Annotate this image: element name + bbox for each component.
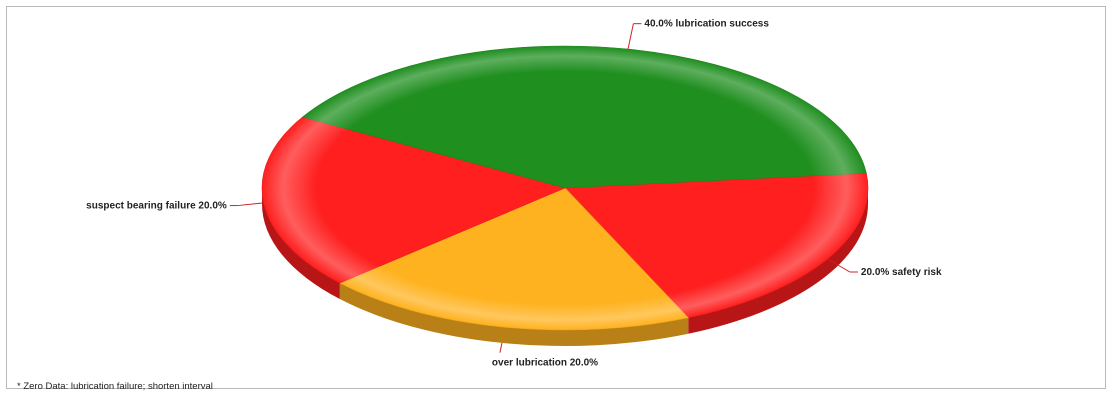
chart-frame: 20.0% safety risk over lubrication 20.0% s… — [6, 6, 1106, 392]
slice-side-over-lubrication — [339, 283, 689, 346]
slice-label-over-lubrication: over lubrication 20.0% — [492, 358, 598, 369]
pie-chart: 20.0% safety risk over lubrication 20.0% s… — [86, 19, 942, 369]
leader-line-suspect-bearing-failure — [237, 202, 264, 207]
chart-footnote: * Zero Data: lubrication failure; shorte… — [17, 381, 213, 392]
leader-line-safety-risk — [827, 258, 851, 273]
pie-top-layer — [261, 45, 869, 331]
slice-label-safety-risk: 20.0% safety risk — [861, 267, 942, 278]
pie-labels-layer: 20.0% safety risk over lubrication 20.0% s… — [86, 19, 942, 369]
leader-line-over-lubrication — [499, 342, 503, 353]
leader-line-lubrication-success — [627, 23, 634, 50]
slice-label-lubrication-success: 40.0% lubrication success — [644, 19, 769, 30]
slice-label-suspect-bearing-failure: suspect bearing failure 20.0% — [86, 201, 227, 212]
